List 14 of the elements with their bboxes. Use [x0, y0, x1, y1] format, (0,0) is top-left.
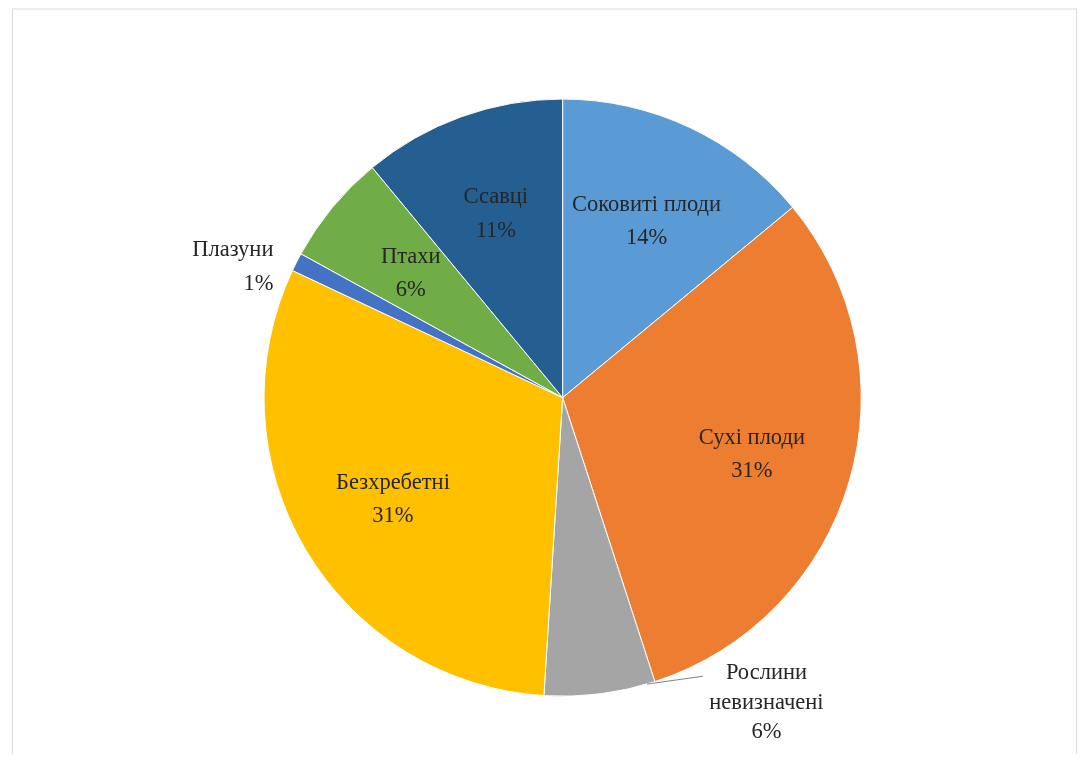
data-label: 31%: [372, 502, 414, 528]
data-label: 14%: [625, 223, 668, 249]
data-label: 6%: [751, 717, 782, 743]
data-label: 6%: [395, 276, 426, 302]
slice-label: Сухі плоди: [698, 423, 805, 449]
data-label: 11%: [475, 216, 517, 242]
data-label: 31%: [731, 457, 773, 483]
slice-label: Плазуни: [192, 236, 274, 262]
data-label: 1%: [243, 269, 274, 295]
slice-label: Безхребетні: [336, 469, 450, 495]
slice-label: Рослини невизначені: [709, 659, 824, 714]
slice-label: Ссавці: [463, 183, 529, 209]
slice-label: Птахи: [380, 243, 441, 269]
slice-label: Соковиті плоди: [572, 190, 722, 216]
